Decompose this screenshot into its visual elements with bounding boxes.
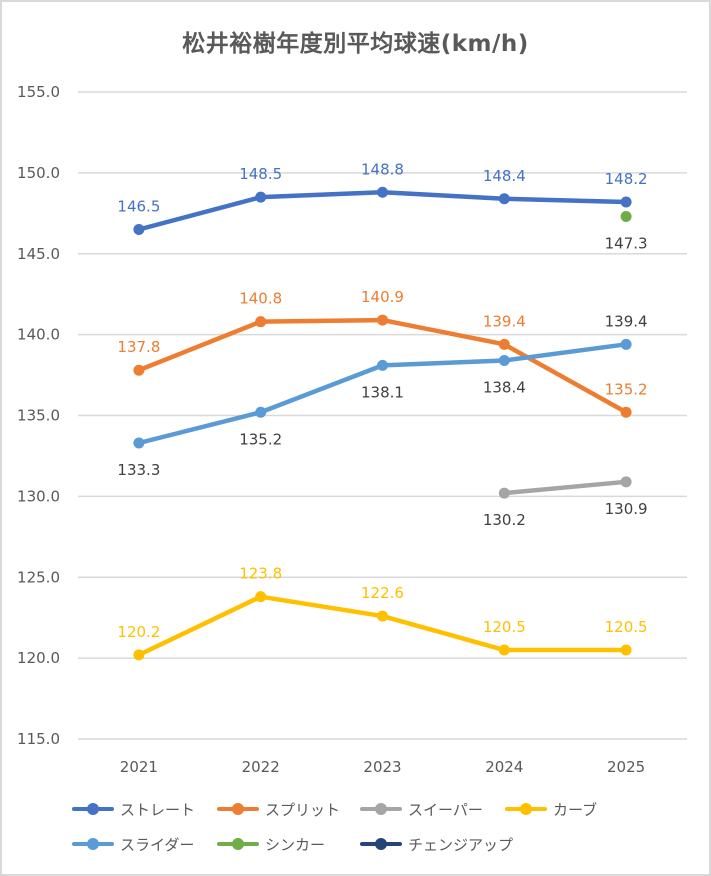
data-point[interactable] — [377, 610, 388, 622]
y-tick-label: 120.0 — [17, 649, 60, 667]
legend-item-slider[interactable]: スライダー — [70, 831, 194, 857]
x-tick-label: 2025 — [607, 758, 645, 776]
series-line — [136, 594, 629, 658]
data-label: 148.8 — [361, 160, 404, 178]
legend-label: ストレート — [120, 800, 196, 819]
data-label: 148.5 — [239, 165, 282, 183]
data-label: 133.3 — [117, 461, 160, 479]
x-tick-label: 2021 — [120, 758, 158, 776]
data-point[interactable] — [498, 355, 510, 367]
legend-label: スプリット — [265, 800, 341, 819]
data-labels: 146.5 148.5 148.8 148.4 148.2 137.8 140.8 140.9… — [117, 160, 647, 641]
y-tick-label: 150.0 — [17, 164, 60, 182]
data-label: 138.1 — [361, 383, 404, 401]
legend-label: スライダー — [120, 835, 195, 854]
y-axis-ticks: 155.0 150.0 145.0 140.0 135.0 130.0 125.0 120.0… — [17, 83, 60, 748]
series-lines — [133, 186, 632, 661]
series-2 — [498, 476, 632, 499]
y-tick-label: 130.0 — [17, 487, 60, 505]
data-point[interactable] — [377, 186, 388, 198]
legend-swatch-icon — [70, 837, 116, 851]
data-point[interactable] — [498, 193, 510, 205]
x-axis-ticks: 2021 2022 2023 2024 2025 — [120, 758, 645, 776]
data-label: 147.3 — [605, 235, 648, 253]
data-label: 135.2 — [239, 430, 282, 448]
data-label: 148.2 — [605, 170, 648, 188]
legend-item-straight[interactable]: ストレート — [70, 796, 195, 822]
data-point[interactable] — [620, 196, 632, 208]
legend-swatch-icon — [215, 837, 261, 851]
y-tick-label: 145.0 — [17, 245, 60, 263]
data-point[interactable] — [255, 316, 267, 328]
data-label: 146.5 — [117, 197, 160, 215]
data-point[interactable] — [620, 406, 632, 418]
data-label: 122.6 — [361, 584, 404, 602]
data-point[interactable] — [255, 591, 267, 603]
legend-item-curve[interactable]: カーブ — [503, 796, 597, 822]
data-label: 123.8 — [239, 565, 282, 583]
x-tick-label: 2022 — [242, 758, 280, 776]
legend-swatch-icon — [358, 837, 404, 851]
data-label: 139.4 — [483, 312, 526, 330]
series-line — [502, 479, 629, 496]
series-3 — [133, 591, 632, 661]
data-label: 130.2 — [483, 511, 526, 529]
data-label: 137.8 — [117, 338, 160, 356]
legend-item-changeup[interactable]: チェンジアップ — [358, 831, 513, 857]
series-1 — [133, 314, 632, 418]
legend-item-sweeper[interactable]: スイーパー — [358, 796, 483, 822]
legend-label: シンカー — [265, 835, 326, 854]
series-4 — [133, 338, 632, 449]
x-tick-label: 2023 — [363, 758, 401, 776]
data-point[interactable] — [620, 211, 632, 223]
data-point[interactable] — [620, 644, 632, 656]
legend-item-split[interactable]: スプリット — [215, 796, 340, 822]
data-point[interactable] — [255, 406, 267, 418]
y-tick-label: 135.0 — [17, 407, 60, 425]
data-label: 120.5 — [605, 618, 648, 636]
legend-swatch-icon — [215, 802, 261, 816]
data-point[interactable] — [133, 223, 145, 235]
data-label: 138.4 — [483, 379, 526, 397]
series-line — [136, 190, 629, 232]
legend-label: カーブ — [553, 800, 598, 819]
series-5 — [620, 211, 632, 223]
legend-swatch-icon — [358, 802, 404, 816]
y-tick-label: 115.0 — [17, 730, 60, 748]
data-point[interactable] — [498, 644, 510, 656]
y-tick-label: 125.0 — [17, 568, 60, 586]
data-label: 148.4 — [483, 167, 526, 185]
data-point[interactable] — [133, 649, 145, 661]
data-label: 140.9 — [361, 288, 404, 306]
data-point[interactable] — [620, 338, 632, 350]
data-point[interactable] — [498, 487, 510, 499]
data-point[interactable] — [377, 359, 388, 371]
y-tick-label: 155.0 — [17, 83, 60, 101]
legend-label: スイーパー — [408, 800, 483, 819]
data-label: 140.8 — [239, 290, 282, 308]
legend-label: チェンジアップ — [408, 835, 514, 854]
legend-item-sinker[interactable]: シンカー — [215, 831, 325, 857]
data-label: 139.4 — [605, 312, 648, 330]
data-point[interactable] — [498, 338, 510, 350]
data-point[interactable] — [620, 476, 632, 488]
gridlines — [78, 91, 687, 740]
data-point[interactable] — [133, 437, 145, 449]
data-point[interactable] — [255, 191, 267, 203]
legend-swatch-icon — [503, 802, 549, 816]
data-point[interactable] — [377, 314, 388, 326]
data-point[interactable] — [133, 364, 145, 376]
chart-title: 松井裕樹年度別平均球速(km/h) — [182, 31, 529, 57]
data-label: 135.2 — [605, 380, 648, 398]
data-label: 120.2 — [117, 623, 160, 641]
x-tick-label: 2024 — [485, 758, 523, 776]
legend-swatch-icon — [70, 802, 116, 816]
series-0 — [133, 186, 632, 235]
data-label: 130.9 — [605, 500, 648, 518]
data-label: 120.5 — [483, 618, 526, 636]
y-tick-label: 140.0 — [17, 326, 60, 344]
